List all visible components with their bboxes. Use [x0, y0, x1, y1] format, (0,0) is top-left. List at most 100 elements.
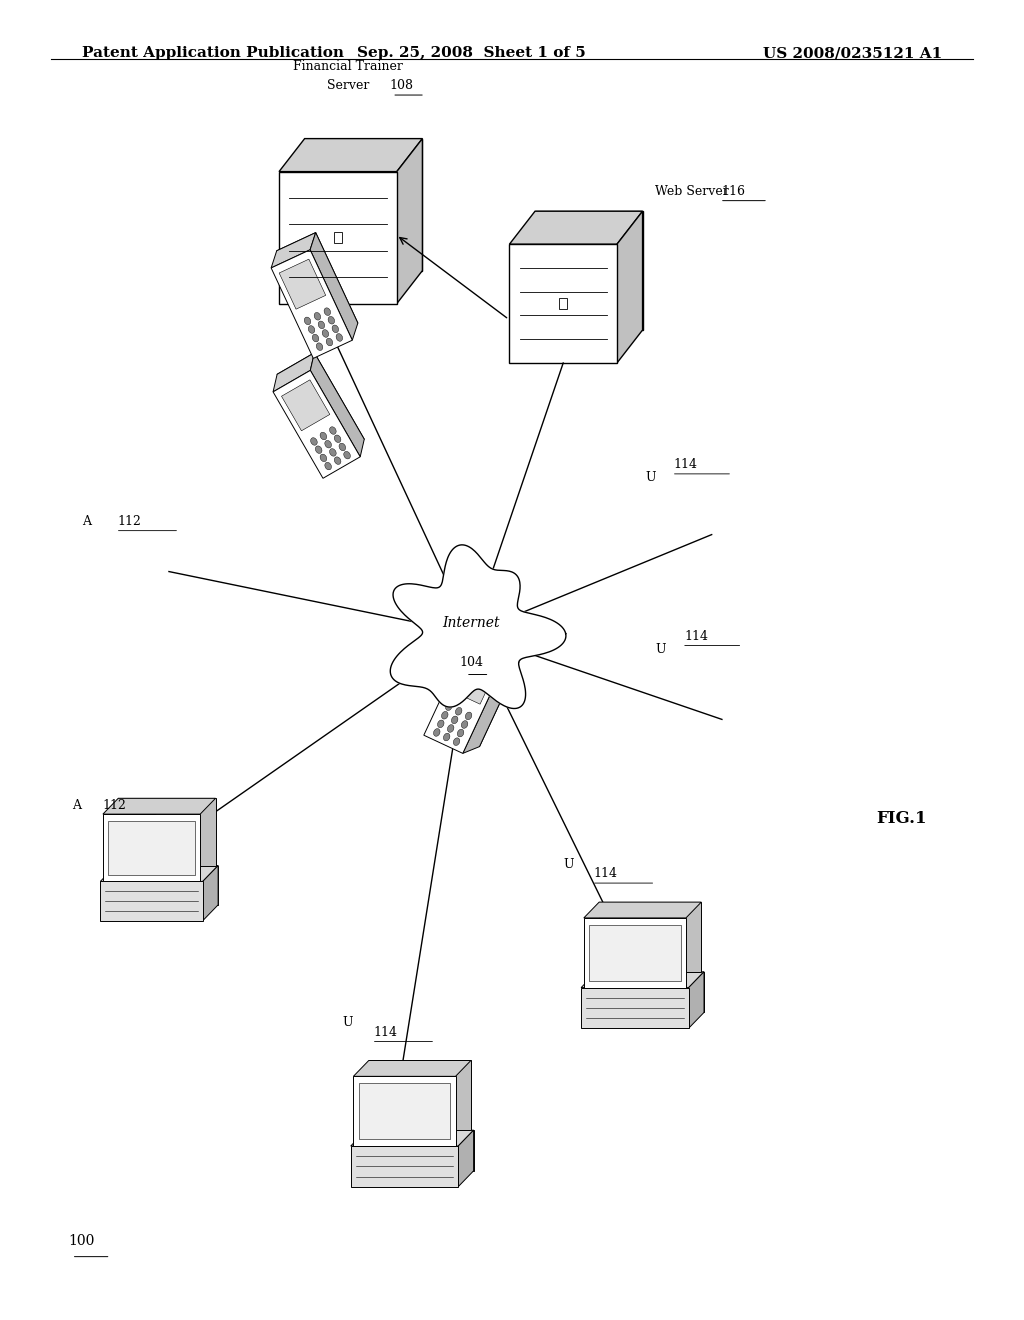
- Text: 114: 114: [674, 458, 697, 471]
- Polygon shape: [582, 972, 705, 987]
- Circle shape: [458, 729, 464, 737]
- Polygon shape: [353, 1060, 471, 1076]
- Circle shape: [308, 326, 314, 334]
- Polygon shape: [100, 866, 218, 882]
- Bar: [282, 380, 330, 430]
- Circle shape: [325, 441, 332, 447]
- Polygon shape: [279, 172, 397, 304]
- Polygon shape: [118, 799, 215, 866]
- Circle shape: [443, 733, 450, 741]
- Polygon shape: [397, 139, 423, 304]
- Text: Sep. 25, 2008  Sheet 1 of 5: Sep. 25, 2008 Sheet 1 of 5: [356, 46, 586, 61]
- Circle shape: [321, 454, 327, 462]
- Polygon shape: [276, 232, 357, 341]
- Circle shape: [310, 438, 317, 445]
- Circle shape: [336, 334, 343, 342]
- Text: US 2008/0235121 A1: US 2008/0235121 A1: [763, 46, 942, 61]
- Bar: [100, 882, 203, 921]
- Bar: [582, 987, 688, 1028]
- Polygon shape: [599, 902, 701, 972]
- Bar: [584, 917, 686, 987]
- Polygon shape: [102, 799, 215, 814]
- Bar: [273, 371, 360, 478]
- Circle shape: [452, 715, 458, 723]
- Circle shape: [334, 436, 341, 442]
- Polygon shape: [350, 1130, 473, 1146]
- Circle shape: [314, 313, 321, 319]
- Text: FIG.1: FIG.1: [876, 810, 927, 826]
- Text: A: A: [73, 799, 81, 812]
- Circle shape: [462, 721, 468, 729]
- Bar: [102, 814, 201, 882]
- Text: 112: 112: [118, 515, 141, 528]
- Polygon shape: [390, 545, 566, 709]
- Text: U: U: [645, 471, 655, 484]
- Text: 116: 116: [722, 185, 745, 198]
- Circle shape: [445, 702, 452, 710]
- Polygon shape: [584, 902, 701, 917]
- Polygon shape: [271, 232, 315, 268]
- Circle shape: [304, 317, 310, 325]
- Text: 114: 114: [374, 1026, 397, 1039]
- Circle shape: [312, 334, 318, 342]
- Bar: [271, 249, 352, 358]
- Text: A: A: [83, 515, 91, 528]
- Bar: [559, 298, 567, 309]
- Circle shape: [465, 711, 472, 719]
- Polygon shape: [440, 638, 521, 747]
- Circle shape: [328, 317, 335, 325]
- Text: U: U: [655, 643, 666, 656]
- Circle shape: [456, 708, 462, 715]
- Circle shape: [332, 325, 339, 333]
- Circle shape: [327, 338, 333, 346]
- Circle shape: [318, 321, 325, 329]
- Polygon shape: [596, 972, 705, 1012]
- Text: Financial Trainer: Financial Trainer: [293, 59, 403, 73]
- Circle shape: [316, 343, 323, 351]
- Polygon shape: [369, 1060, 471, 1130]
- Polygon shape: [310, 352, 365, 457]
- Circle shape: [433, 729, 440, 737]
- Bar: [280, 259, 326, 309]
- Circle shape: [344, 451, 350, 459]
- Circle shape: [454, 738, 460, 746]
- Bar: [589, 924, 681, 981]
- Circle shape: [447, 725, 454, 733]
- Bar: [109, 821, 195, 875]
- Circle shape: [323, 330, 329, 338]
- Text: 114: 114: [594, 867, 617, 880]
- Bar: [334, 232, 342, 243]
- Polygon shape: [310, 232, 357, 341]
- Polygon shape: [203, 866, 218, 921]
- Polygon shape: [536, 211, 643, 330]
- Polygon shape: [273, 352, 314, 392]
- Polygon shape: [510, 244, 616, 363]
- Text: 112: 112: [102, 799, 126, 812]
- Text: Web Server: Web Server: [655, 185, 729, 198]
- Bar: [350, 1146, 459, 1187]
- Text: 104: 104: [459, 656, 483, 669]
- Text: Internet: Internet: [442, 616, 500, 630]
- Circle shape: [321, 432, 327, 440]
- Text: 100: 100: [69, 1234, 95, 1247]
- Text: Server: Server: [327, 79, 370, 92]
- Text: 114: 114: [684, 630, 708, 643]
- Polygon shape: [116, 866, 218, 906]
- Bar: [451, 655, 497, 704]
- Text: 108: 108: [389, 79, 413, 92]
- Polygon shape: [367, 1130, 473, 1171]
- Polygon shape: [616, 211, 643, 363]
- Circle shape: [437, 719, 444, 727]
- Polygon shape: [305, 139, 423, 271]
- Circle shape: [334, 457, 341, 465]
- Circle shape: [315, 446, 322, 454]
- Polygon shape: [510, 211, 643, 244]
- Circle shape: [325, 462, 332, 470]
- Polygon shape: [459, 1130, 473, 1187]
- Bar: [358, 1082, 451, 1139]
- Polygon shape: [466, 638, 521, 663]
- Circle shape: [324, 308, 331, 315]
- Text: U: U: [563, 858, 573, 871]
- Polygon shape: [278, 352, 365, 461]
- Circle shape: [330, 449, 336, 457]
